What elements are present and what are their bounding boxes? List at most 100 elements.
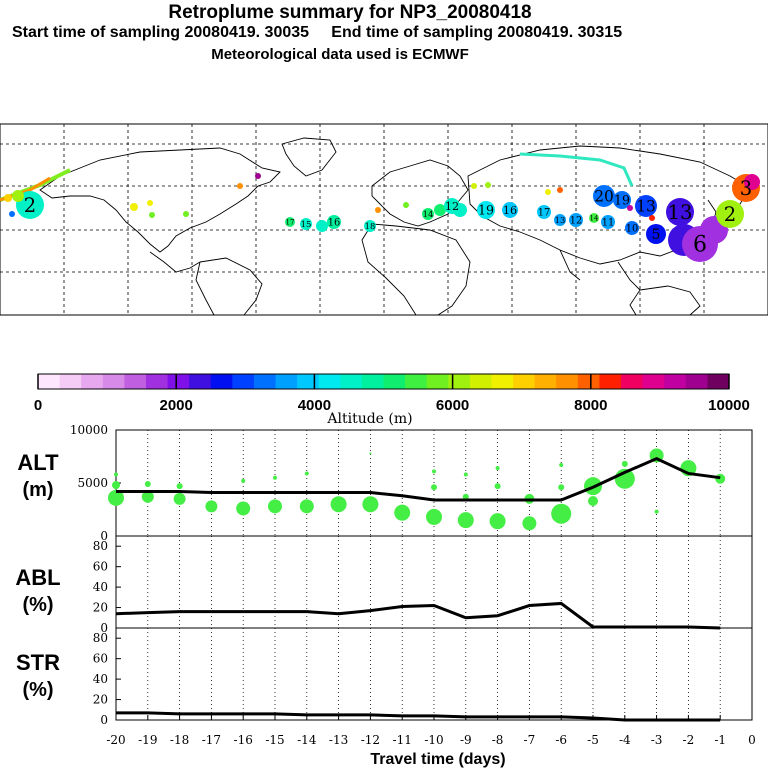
x-tick-label: -16 [234,733,253,747]
plume-dot [316,220,328,232]
alt-scatter-point [304,471,309,476]
colorbar-swatch [167,374,190,389]
y-tick-label: 0 [100,529,108,543]
colorbar-swatch [383,374,406,389]
panel-yunit: (%) [22,679,53,701]
alt-scatter-point [362,496,379,513]
alt-scatter-point [108,489,124,506]
panel-ylabel: ABL [15,565,60,590]
plume-dot [554,214,566,226]
x-tick-label: -10 [424,733,443,747]
alt-scatter-point [559,462,564,467]
y-tick-label: 10000 [70,423,108,437]
plume-dot-label: 3 [740,177,752,200]
alt-scatter-point [463,472,468,477]
x-tick-label: -13 [329,733,348,747]
panel-yunit: (%) [22,594,53,616]
alt-scatter-point [432,469,436,474]
colorbar-swatch [469,374,492,389]
x-tick-label: -12 [361,733,380,747]
colorbar-tick-label: 8000 [574,397,607,414]
x-tick-label: -3 [651,733,663,747]
plume-dot-label: 16 [503,204,517,217]
plume-dot-label: 12 [570,215,582,226]
alt-scatter-point [144,481,151,488]
y-tick-label: 80 [93,631,108,645]
alt-scatter-point [112,481,120,490]
x-tick-label: -20 [106,733,125,747]
x-tick-label: -14 [297,733,317,747]
x-tick-label: -1 [714,733,726,747]
plume-dot [716,200,744,228]
colorbar-swatch [38,374,61,389]
plume-dot-label: 18 [365,221,376,231]
colorbar-tick-label: 10000 [708,397,750,414]
panel-ylabel: ALT [17,450,59,475]
plume-dot-label: 2 [724,203,736,226]
colorbar-tick-label: 0 [34,397,42,414]
plume-dot [537,205,551,219]
x-tick-label: -6 [555,733,567,747]
plume-dot-label: 10 [626,223,638,234]
colorbar-swatch [513,374,536,389]
y-tick-label: 20 [93,693,108,707]
colorbar-tick-label: 2000 [160,397,193,414]
plume-dot [12,190,24,202]
y-tick-label: 80 [93,539,108,553]
colorbar-swatch [253,374,277,389]
plume-dot [364,220,376,232]
plume-dot [147,200,153,206]
colorbar-swatch [405,374,428,389]
panel-alt: 10000 5000 0 ALT (m) [17,423,753,543]
colorbar-swatch [275,374,298,389]
y-tick-label: 20 [93,601,108,615]
colorbar-swatch [189,374,212,389]
x-tick-label: -7 [524,733,536,747]
y-tick-label: 60 [93,652,108,666]
plume-dot [646,224,666,244]
plume-dot [589,213,599,223]
colorbar-swatch [361,374,384,389]
colorbar-swatch [59,374,82,389]
colorbar-swatch [599,374,622,389]
colorbar-swatch [81,374,104,389]
x-tick-label: -18 [170,733,189,747]
plume-trajectory-line [519,152,634,187]
map-gridlines [0,124,768,315]
colorbar-swatch [232,374,255,389]
panel-str: 80 60 40 20 0 STR (%) [16,627,753,727]
end-time-label: End time of sampling 20080419. 30315 [331,24,623,41]
colorbar-swatch [642,374,665,389]
colorbar-tick-label: 6000 [436,397,469,414]
plume-dot [183,211,189,217]
alt-scatter-point [330,496,347,513]
plume-dot [477,201,495,219]
series-line-str [116,711,721,722]
plume-dot-label: 16 [328,217,340,228]
plume-dot-label: 2 [24,194,36,217]
plume-dot-label: 14 [590,214,599,222]
y-tick-label: 0 [100,713,108,727]
sampling-times: Start time of sampling 20080419. 30035 E… [10,24,768,42]
plume-dot [625,221,639,235]
alt-scatter-point [426,508,442,525]
colorbar-swatch [491,374,514,389]
x-tick-label: -5 [587,733,599,747]
alt-scatter-point [394,504,411,521]
plume-dot [285,217,295,227]
plume-dot [471,183,477,189]
alt-scatter-point [621,460,628,467]
alt-scatter-point [462,493,469,500]
colorbar-swatch [621,374,644,389]
altitude-colorbar: 0 2000 4000 6000 8000 10000 [34,373,750,414]
plume-dot [545,189,551,195]
chart-title: Retroplume summary for NP3_20080418 [168,2,532,23]
plume-dot [403,202,409,208]
alt-scatter-point [241,478,246,483]
x-tick-label: -4 [619,733,631,747]
time-series-panels: 10000 5000 0 ALT (m) 80 60 40 20 0 ABL (%) 80 60 40 20 0… [15,423,755,768]
plume-dot [422,208,434,220]
plume-dot [130,203,138,211]
plume-dot [453,203,467,217]
